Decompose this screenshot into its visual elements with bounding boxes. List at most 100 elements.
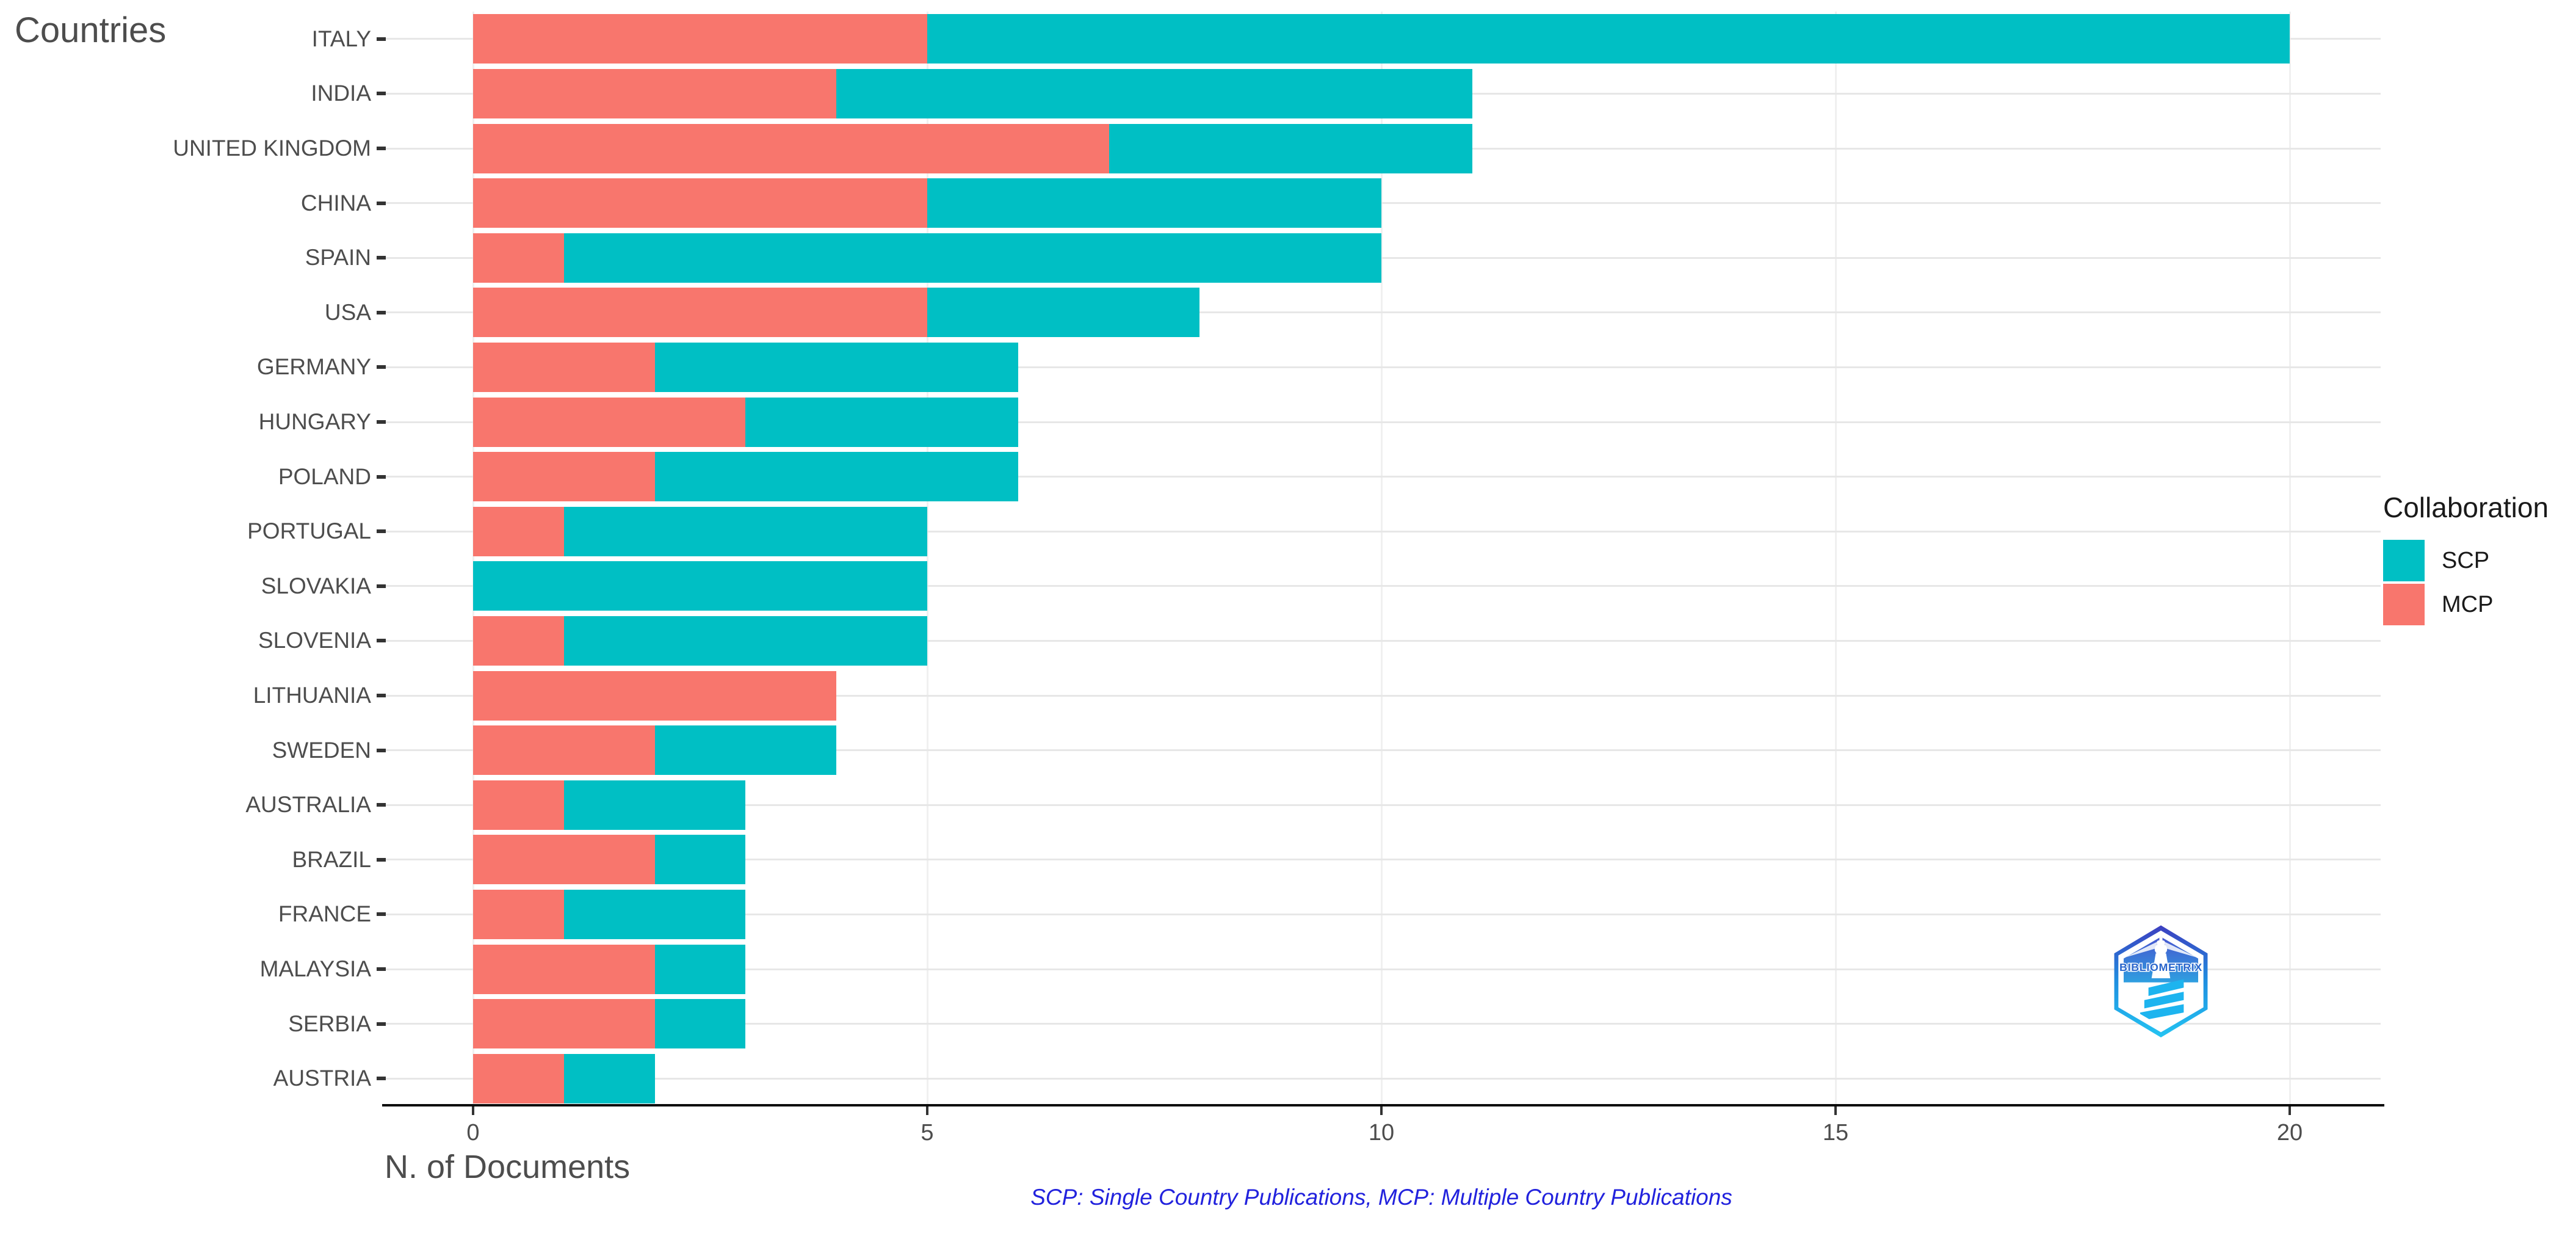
bar-scp-segment xyxy=(654,999,746,1049)
legend: Collaboration SCP MCP xyxy=(2383,491,2576,628)
bibliometrix-logo-icon: BIBLIOMETRIX xyxy=(2114,925,2208,1037)
y-axis-tick xyxy=(377,639,386,643)
bibliometrix-logo-text: BIBLIOMETRIX xyxy=(2119,961,2202,973)
y-axis-tick xyxy=(377,474,386,479)
y-axis-tick xyxy=(377,1022,386,1026)
y-axis-tick xyxy=(377,310,386,314)
chart-title: Countries xyxy=(15,10,167,50)
legend-swatch-mcp-icon xyxy=(2383,584,2425,625)
bar-mcp-segment xyxy=(473,397,746,447)
country-label: SLOVENIA xyxy=(258,628,371,653)
bar-mcp-segment xyxy=(473,233,564,283)
h-gridline xyxy=(386,366,2381,368)
bar-scp-segment xyxy=(563,616,927,666)
bar-scp-segment xyxy=(836,68,1472,118)
x-axis-tick xyxy=(2288,1106,2291,1115)
h-gridline xyxy=(386,476,2381,478)
h-gridline xyxy=(386,694,2381,697)
country-label: SERBIA xyxy=(288,1011,371,1036)
country-label: POLAND xyxy=(278,463,371,489)
bar-scp-segment xyxy=(654,342,1018,392)
y-axis-tick xyxy=(377,748,386,752)
h-gridline xyxy=(386,859,2381,861)
x-tick-label: 20 xyxy=(2276,1120,2303,1146)
country-label: SWEDEN xyxy=(272,737,371,763)
country-label: CHINA xyxy=(300,190,371,216)
y-axis-tick xyxy=(377,694,386,697)
bar-mcp-segment xyxy=(473,288,927,338)
bar-scp-segment xyxy=(654,725,837,776)
y-axis-tick xyxy=(377,420,386,424)
bar-scp-segment xyxy=(563,506,927,556)
x-tick-label: 15 xyxy=(1822,1120,1849,1146)
x-axis-tick xyxy=(472,1106,474,1115)
bar-mcp-segment xyxy=(473,123,1109,173)
h-gridline xyxy=(386,913,2381,915)
bar-scp-segment xyxy=(654,835,746,885)
bar-scp-segment xyxy=(654,944,746,994)
v-gridline xyxy=(472,12,474,1104)
country-label: AUSTRALIA xyxy=(245,792,371,818)
x-axis-tick xyxy=(1834,1106,1837,1115)
country-label: SLOVAKIA xyxy=(261,573,371,598)
country-label: BRAZIL xyxy=(292,846,371,872)
y-axis-tick xyxy=(377,857,386,862)
v-gridline xyxy=(1834,12,1837,1104)
bar-scp-segment xyxy=(1109,123,1472,173)
y-axis-tick xyxy=(377,967,386,971)
country-label: USA xyxy=(324,299,371,325)
bar-mcp-segment xyxy=(473,68,837,118)
v-gridline xyxy=(926,12,928,1104)
bar-mcp-segment xyxy=(473,342,655,392)
h-gridline xyxy=(386,1077,2381,1080)
y-axis-tick xyxy=(377,584,386,588)
legend-label-mcp: MCP xyxy=(2442,591,2494,617)
bar-scp-segment xyxy=(927,14,2290,64)
bar-scp-segment xyxy=(654,452,1018,502)
bar-mcp-segment xyxy=(473,889,564,939)
country-label: MALAYSIA xyxy=(259,956,371,981)
h-gridline xyxy=(386,530,2381,532)
footer-note: SCP: Single Country Publications, MCP: M… xyxy=(1030,1185,1732,1210)
country-label: ITALY xyxy=(311,26,371,51)
country-label: AUSTRIA xyxy=(273,1066,371,1091)
country-label: FRANCE xyxy=(278,901,371,927)
h-gridline xyxy=(386,256,2381,259)
x-axis-line xyxy=(382,1104,2384,1106)
bar-mcp-segment xyxy=(473,835,655,885)
bar-scp-segment xyxy=(563,1053,655,1103)
y-axis-tick xyxy=(377,37,386,41)
legend-item-mcp: MCP xyxy=(2383,584,2576,625)
legend-title: Collaboration xyxy=(2383,492,2549,523)
bar-mcp-segment xyxy=(473,616,564,666)
h-gridline xyxy=(386,1023,2381,1025)
country-label: PORTUGAL xyxy=(247,518,371,544)
bar-mcp-segment xyxy=(473,506,564,556)
x-tick-label: 10 xyxy=(1368,1120,1395,1146)
bar-scp-segment xyxy=(927,288,1200,338)
bar-scp-segment xyxy=(473,561,927,611)
y-axis-tick xyxy=(377,803,386,807)
bar-scp-segment xyxy=(745,397,1018,447)
h-gridline xyxy=(386,749,2381,752)
bar-mcp-segment xyxy=(473,452,655,502)
country-label: SPAIN xyxy=(305,245,371,271)
y-axis-tick xyxy=(377,256,386,260)
h-gridline xyxy=(386,804,2381,806)
y-axis-tick xyxy=(377,1077,386,1081)
bar-scp-segment xyxy=(563,889,746,939)
h-gridline xyxy=(386,968,2381,970)
bar-mcp-segment xyxy=(473,178,927,228)
x-axis-tick xyxy=(1380,1106,1383,1115)
y-axis-tick xyxy=(377,92,386,96)
bar-mcp-segment xyxy=(473,944,655,994)
country-label: INDIA xyxy=(311,81,371,106)
bar-mcp-segment xyxy=(473,1053,564,1103)
v-gridline xyxy=(2288,12,2291,1104)
x-tick-label: 5 xyxy=(921,1120,934,1146)
x-axis-tick xyxy=(926,1106,928,1115)
v-gridline xyxy=(1380,12,1383,1104)
h-gridline xyxy=(386,585,2381,587)
bar-mcp-segment xyxy=(473,14,927,64)
